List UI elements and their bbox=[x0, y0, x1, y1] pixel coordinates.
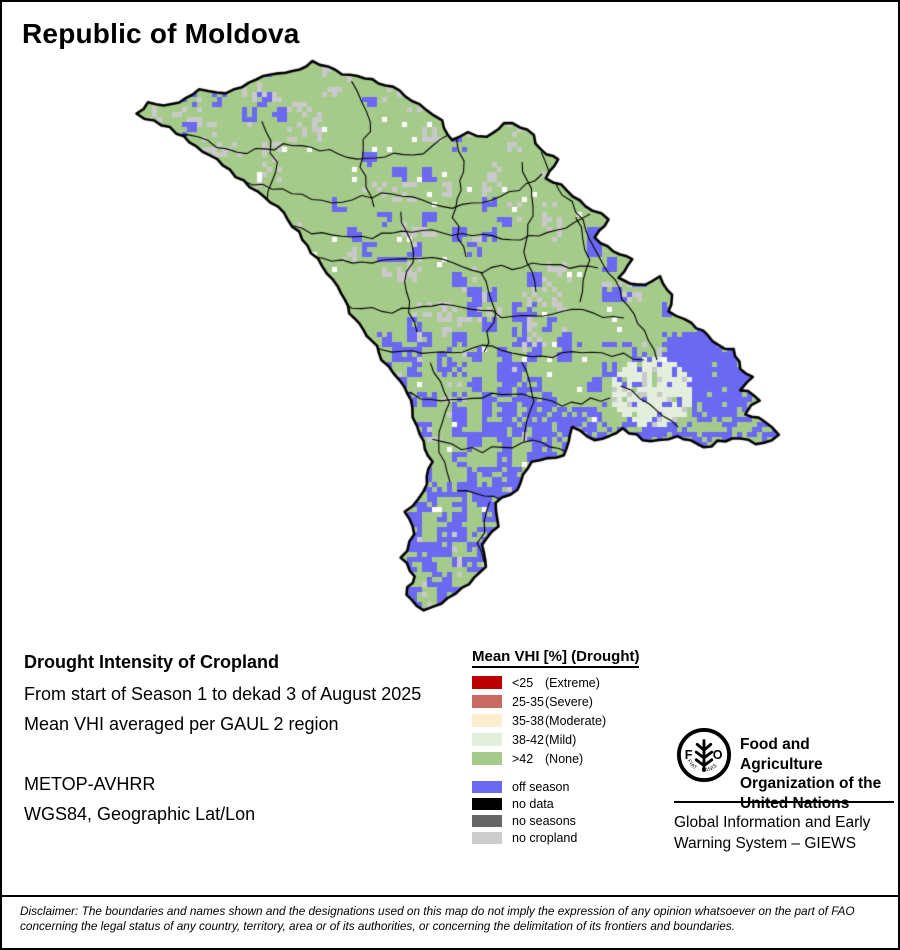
page-title: Republic of Moldova bbox=[22, 18, 300, 49]
legend-range: >42 bbox=[512, 751, 534, 766]
moldova-drought-map bbox=[2, 2, 898, 642]
legend-item-moderate: 35-38 (Moderate) bbox=[472, 711, 639, 730]
legend-extra: off season no data no seasons no croplan… bbox=[472, 778, 639, 846]
legend-severity: (Severe) bbox=[545, 694, 593, 709]
legend-item-mild: 38-42 (Mild) bbox=[472, 730, 639, 749]
legend-label: no cropland bbox=[512, 830, 578, 845]
map-subject-title: Drought Intensity of Cropland bbox=[24, 652, 279, 672]
giews-name: Global Information and Early Warning Sys… bbox=[674, 814, 871, 852]
legend-swatch-extreme bbox=[472, 676, 502, 689]
footer: Disclaimer: The boundaries and names sho… bbox=[2, 895, 898, 948]
period-text: From start of Season 1 to dekad 3 of Aug… bbox=[24, 684, 422, 704]
legend-severity: (Mild) bbox=[545, 732, 577, 747]
legend-swatch-moderate bbox=[472, 714, 502, 727]
org-divider bbox=[674, 801, 894, 803]
wheat-icon bbox=[694, 739, 714, 772]
sensor-text: METOP-AVHRR bbox=[24, 774, 156, 794]
legend-swatch-no-seasons bbox=[472, 814, 502, 827]
legend-swatch-none bbox=[472, 752, 502, 765]
legend-swatch-no-cropland bbox=[472, 831, 502, 844]
legend-item-no-cropland: no cropland bbox=[472, 829, 639, 846]
method-text: Mean VHI averaged per GAUL 2 region bbox=[24, 714, 339, 734]
legend-item-no-data: no data bbox=[472, 795, 639, 812]
legend-range: 25-35 bbox=[512, 694, 544, 709]
legend-item-extreme: <25 (Extreme) bbox=[472, 673, 639, 692]
legend-range: 38-42 bbox=[512, 732, 544, 747]
legend-item-off-season: off season bbox=[472, 778, 639, 795]
legend-label: off season bbox=[512, 779, 570, 794]
fao-letter-o: O bbox=[713, 748, 723, 762]
legend-block: Mean VHI [%] (Drought) <25 (Extreme) 25-… bbox=[472, 648, 640, 846]
legend-title: Mean VHI [%] (Drought) bbox=[472, 648, 640, 668]
legend-swatch-no-data bbox=[472, 797, 502, 810]
legend-range: <25 bbox=[512, 675, 534, 690]
fao-logo-icon: F O FIAT · PANIS bbox=[676, 727, 732, 783]
legend-item-none: >42 (None) bbox=[472, 749, 639, 768]
legend-range: 35-38 bbox=[512, 713, 544, 728]
legend-severity: (Extreme) bbox=[545, 675, 600, 690]
disclaimer-text: Disclaimer: The boundaries and names sho… bbox=[20, 904, 855, 933]
fao-letter-f: F bbox=[685, 748, 693, 762]
legend-item-severe: 25-35 (Severe) bbox=[472, 692, 639, 711]
legend-swatch-mild bbox=[472, 733, 502, 746]
legend-label: no seasons bbox=[512, 813, 576, 828]
legend-severity: (Moderate) bbox=[545, 713, 607, 728]
legend-severity: (None) bbox=[545, 751, 584, 766]
legend-classes: <25 (Extreme) 25-35 (Severe) 35-38 (Mode… bbox=[472, 673, 639, 768]
projection-text: WGS84, Geographic Lat/Lon bbox=[24, 804, 256, 824]
legend-swatch-off-season bbox=[472, 780, 502, 793]
legend-label: no data bbox=[512, 796, 554, 811]
legend-swatch-severe bbox=[472, 695, 502, 708]
fao-name: Food and Agriculture Organization of the… bbox=[740, 736, 882, 812]
org-block: F O FIAT · PANIS Food and Agriculture Or… bbox=[674, 724, 896, 854]
legend-item-no-seasons: no seasons bbox=[472, 812, 639, 829]
